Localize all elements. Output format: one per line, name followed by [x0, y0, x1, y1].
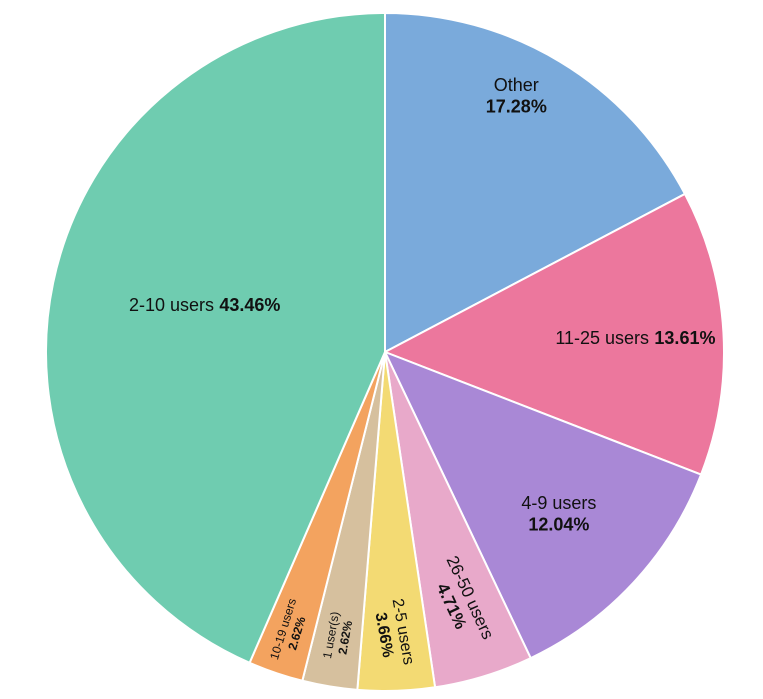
- slice-label: 11-25 users 13.61%: [555, 328, 715, 348]
- slice-label-value: 12.04%: [528, 515, 589, 535]
- slice-label-text: 1 user(s)2.62%: [320, 611, 356, 663]
- slice-label-name: Other: [494, 75, 539, 95]
- slice-label-value: 17.28%: [486, 97, 547, 117]
- slice-label-name: 11-25 users: [555, 328, 649, 348]
- slice-label: 4-9 users 12.04%: [521, 493, 596, 535]
- slice-label: 2-10 users 43.46%: [129, 295, 281, 315]
- pie-slice-4-9-users[interactable]: [383, 350, 703, 660]
- slice-label-text: Other 17.28%: [486, 75, 547, 117]
- pie-slice-11-25-users[interactable]: [382, 192, 725, 476]
- slice-label: Other 17.28%: [486, 75, 547, 117]
- slice-label-name: 4-9 users: [521, 493, 596, 513]
- slice-label-value: 13.61%: [654, 328, 715, 348]
- slice-label-name: 2-10 users: [129, 295, 214, 315]
- pie-slice-2-10-users[interactable]: [45, 11, 386, 665]
- pie-slice-other[interactable]: [384, 11, 687, 354]
- slice-label-text: 11-25 users 13.61%: [555, 328, 715, 348]
- slice-label: 1 user(s)2.62%: [320, 611, 356, 663]
- slice-label-value: 43.46%: [219, 295, 280, 315]
- pie-slices: [45, 11, 725, 692]
- slice-label-value: 2.62%: [335, 619, 355, 655]
- slice-label-text: 2-10 users 43.46%: [129, 295, 281, 315]
- slice-label-text: 4-9 users 12.04%: [521, 493, 596, 535]
